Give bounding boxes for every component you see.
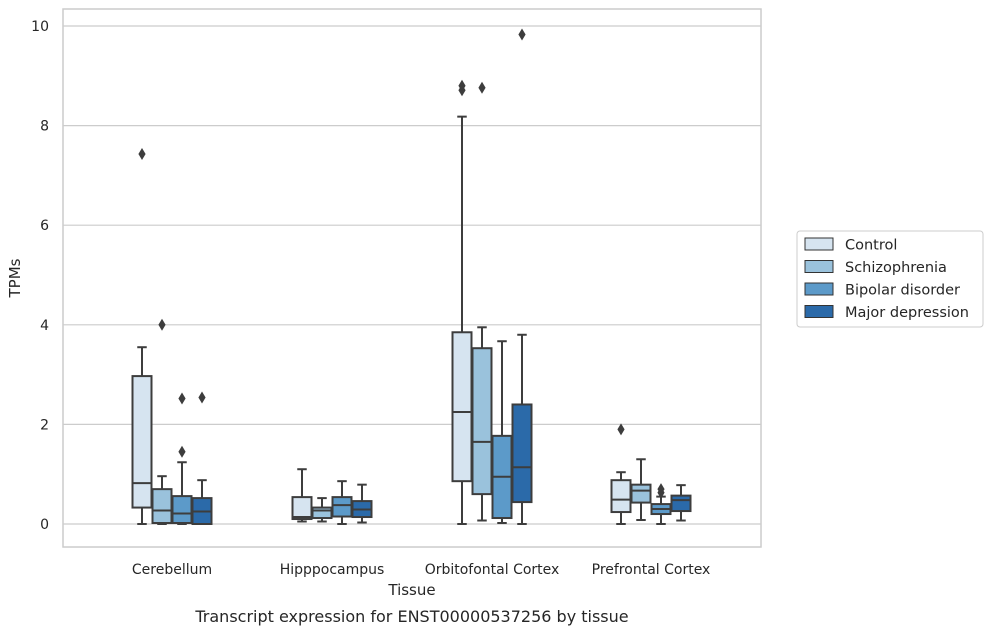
x-tick-label: Prefrontal Cortex <box>592 562 711 578</box>
box-bipolar-disorder <box>171 392 193 525</box>
box-control <box>131 147 153 525</box>
y-tick-labels: 0 2 4 6 8 10 <box>31 19 49 533</box>
box-iqr <box>471 347 493 496</box>
x-tick-label: Orbitofontal Cortex <box>425 562 560 578</box>
outlier-point <box>657 483 665 496</box>
box-iqr <box>610 479 632 514</box>
box-control <box>451 79 473 525</box>
box-iqr <box>511 403 533 504</box>
box-schizophrenia <box>311 497 333 523</box>
box-control <box>291 468 313 523</box>
box-schizophrenia <box>151 318 173 525</box>
box-iqr <box>670 494 692 513</box>
legend-swatch <box>804 305 834 318</box>
box-iqr <box>151 488 173 525</box>
legend-swatch <box>804 260 834 273</box>
legend-swatch <box>804 237 834 251</box>
x-axis-label: Tissue <box>387 581 435 599</box>
box-major-depression <box>191 391 213 526</box>
box-iqr <box>291 496 313 521</box>
outlier-point <box>158 318 166 331</box>
legend-label: Bipolar disorder <box>845 283 960 299</box>
outlier-point <box>138 147 146 160</box>
legend-frame <box>796 230 984 328</box>
chart-caption: Transcript expression for ENST0000053725… <box>194 607 628 626</box>
legend-label: Major depression <box>845 305 969 321</box>
x-tick-labels: Cerebellum Hipppocampus Orbitofontal Corte… <box>132 562 710 578</box>
legend-label: Control <box>845 238 897 254</box>
y-axis-label: TPMs <box>6 258 24 298</box>
box-iqr <box>331 496 353 518</box>
outlier-point <box>518 28 526 41</box>
grid-lines <box>63 25 761 525</box>
box-schizophrenia <box>471 81 493 522</box>
box-bipolar-disorder <box>331 480 353 525</box>
outlier-point <box>478 81 486 94</box>
y-tick-label: 6 <box>40 218 49 234</box>
legend: Control Schizophrenia Bipolar disorder Majo… <box>796 230 984 328</box>
y-tick-label: 0 <box>40 517 49 533</box>
box-iqr <box>451 331 473 483</box>
y-tick-label: 10 <box>31 19 49 35</box>
box-bipolar-disorder <box>491 340 513 525</box>
legend-label: Schizophrenia <box>845 260 947 276</box>
legend-swatch <box>804 282 834 296</box>
x-tick-label: Hipppocampus <box>280 562 385 578</box>
outlier-point <box>617 423 625 436</box>
box-major-depression <box>511 28 533 525</box>
box-iqr <box>630 483 652 504</box>
x-tick-label: Cerebellum <box>132 562 212 578</box>
box-iqr <box>311 506 333 520</box>
outlier-point <box>458 79 466 92</box>
outlier-point <box>178 445 186 458</box>
box-major-depression <box>670 484 692 522</box>
outlier-point <box>178 392 186 405</box>
box-iqr <box>171 495 193 525</box>
y-tick-label: 2 <box>40 417 49 433</box>
box-major-depression <box>351 483 373 524</box>
plot-frame <box>62 8 762 548</box>
y-tick-label: 8 <box>40 119 49 135</box>
outlier-point <box>198 391 206 404</box>
box-control <box>610 423 632 525</box>
box-schizophrenia <box>630 458 652 522</box>
y-tick-label: 4 <box>40 318 49 334</box>
box-bipolar-disorder <box>650 483 672 525</box>
box-iqr <box>131 375 153 509</box>
box-marks <box>131 28 692 526</box>
